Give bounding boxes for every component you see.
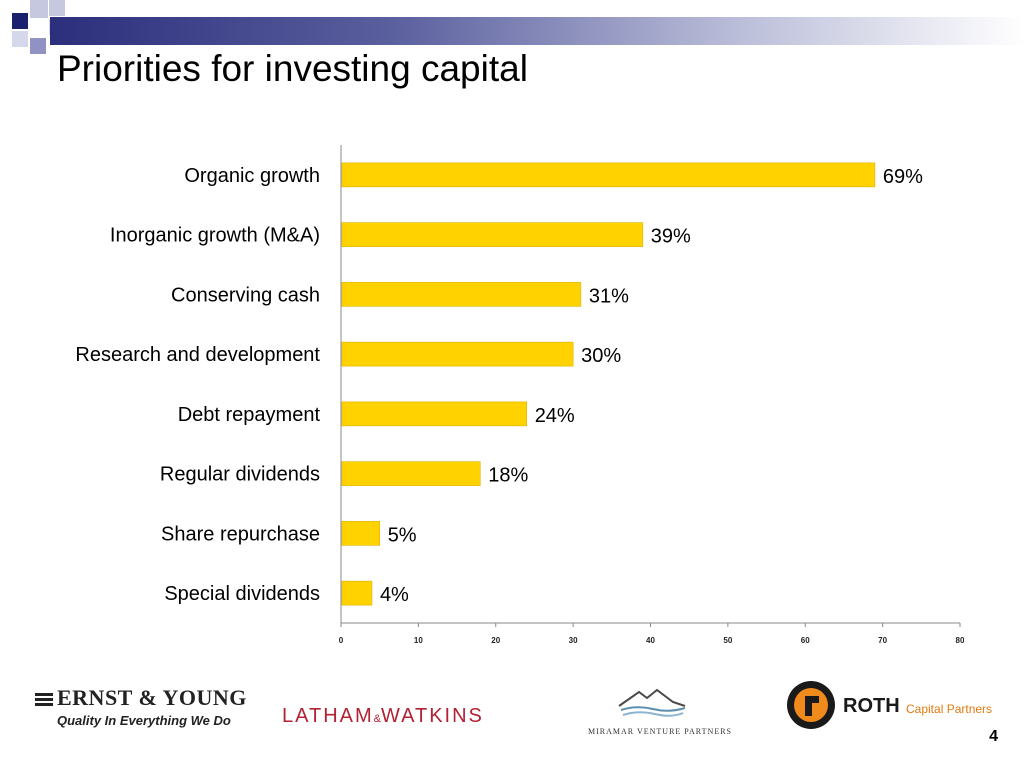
category-label: Special dividends <box>164 583 320 605</box>
latham-name-left: LATHAM <box>282 705 374 727</box>
roth-subtitle: Capital Partners <box>906 702 993 716</box>
bar <box>341 341 574 367</box>
bar <box>341 461 481 486</box>
x-tick-label: 30 <box>569 636 578 645</box>
bar <box>341 521 380 546</box>
x-tick-label: 60 <box>801 636 810 645</box>
data-label: 69% <box>883 166 923 188</box>
bar <box>341 580 373 606</box>
data-label: 24% <box>535 405 575 427</box>
category-label: Regular dividends <box>160 464 320 486</box>
ey-logo-name: ERNST & YOUNG <box>57 685 247 710</box>
latham-name-right: WATKINS <box>380 705 484 727</box>
bar <box>341 162 876 188</box>
category-label: Research and development <box>75 344 320 366</box>
x-tick-label: 80 <box>956 636 965 645</box>
data-label: 5% <box>388 524 417 546</box>
x-tick-label: 0 <box>339 636 344 645</box>
header-band <box>50 17 1024 45</box>
miramar-logo: MIRAMAR VENTURE PARTNERS <box>588 686 732 736</box>
x-tick-label: 50 <box>723 636 732 645</box>
bar <box>341 401 527 427</box>
category-label: Conserving cash <box>171 284 320 306</box>
roth-logo: ROTH Capital Partners <box>786 680 1006 730</box>
x-tick-label: 20 <box>491 636 500 645</box>
x-tick-label: 10 <box>414 636 423 645</box>
x-tick-label: 40 <box>646 636 655 645</box>
latham-amp: & <box>373 713 381 725</box>
data-label: 4% <box>380 584 409 606</box>
data-label: 18% <box>488 465 528 487</box>
x-tick-label: 70 <box>878 636 887 645</box>
ey-bars-icon <box>35 691 53 708</box>
bar <box>341 222 644 247</box>
data-label: 31% <box>589 285 629 307</box>
bar <box>341 282 582 307</box>
category-label: Inorganic growth (M&A) <box>110 225 320 247</box>
page-title: Priorities for investing capital <box>57 48 528 89</box>
category-label: Organic growth <box>184 165 320 187</box>
latham-watkins-logo: LATHAM&WATKINS <box>282 705 484 728</box>
roth-name: ROTH <box>843 695 900 717</box>
data-label: 30% <box>581 345 621 367</box>
mountain-waves-icon <box>618 688 686 717</box>
bar-chart: 0 10 20 30 40 50 60 70 80 Organic growth 69% Inorga… <box>75 145 965 645</box>
miramar-name: MIRAMAR VENTURE PARTNERS <box>588 727 732 736</box>
category-label: Share repurchase <box>161 523 320 545</box>
footer-logos: ERNST & YOUNG Quality In Everything We D… <box>0 670 1024 768</box>
data-label: 39% <box>651 226 691 248</box>
ey-tagline: Quality In Everything We Do <box>57 713 231 728</box>
ernst-young-logo: ERNST & YOUNG Quality In Everything We D… <box>35 685 247 728</box>
category-label: Debt repayment <box>178 404 321 426</box>
page-number: 4 <box>989 728 998 745</box>
roth-circle-icon <box>787 681 835 729</box>
